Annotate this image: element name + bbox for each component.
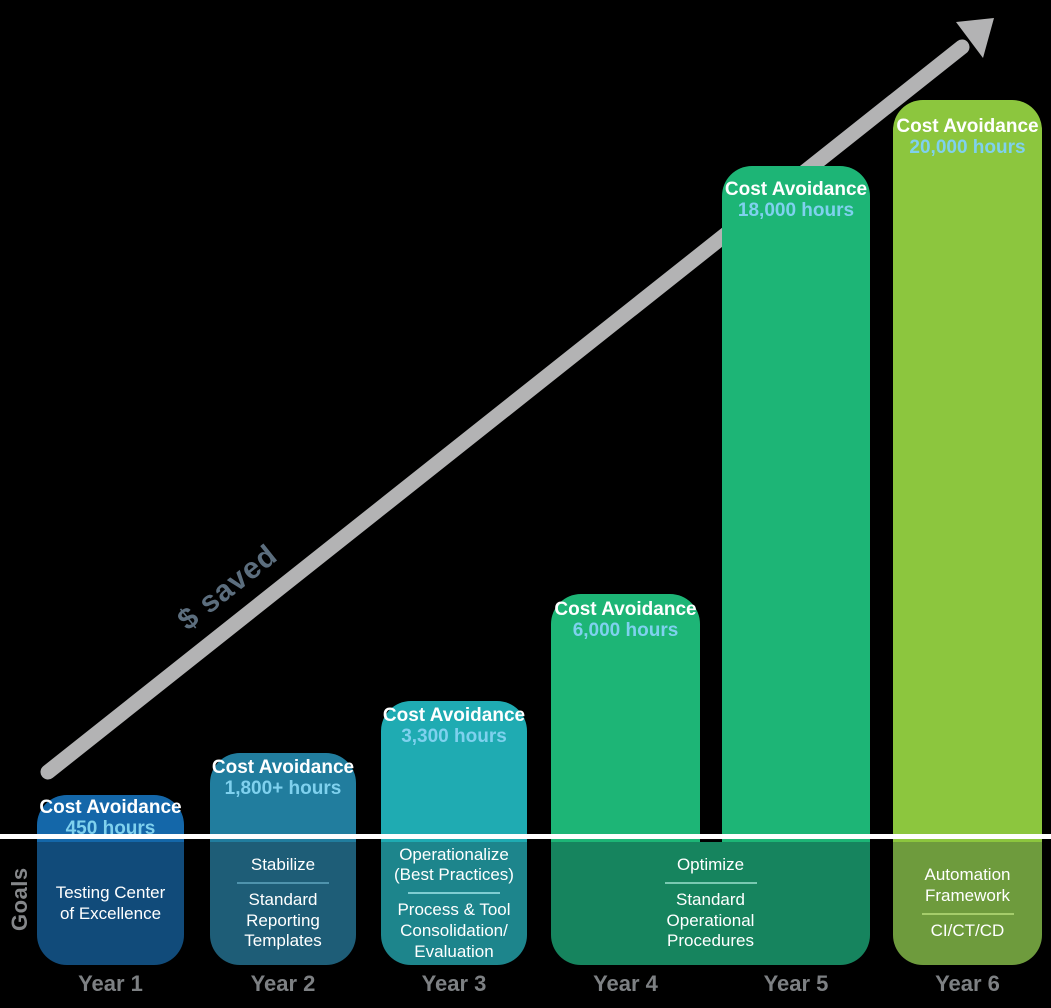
goal-text-line: Operationalize: [399, 844, 509, 864]
cost-avoidance-title: Cost Avoidance: [39, 797, 182, 818]
cost-avoidance-title: Cost Avoidance: [382, 705, 526, 726]
goal-divider: [408, 892, 500, 895]
bar-year-6-cost-avoidance: Cost Avoidance 20,000 hours: [893, 100, 1042, 842]
goal-text-line: (Best Practices): [394, 865, 514, 885]
cost-avoidance-title: Cost Avoidance: [896, 116, 1039, 137]
year-axis-label: Year 5: [763, 971, 829, 996]
cost-avoidance-hours: 1,800+ hours: [224, 778, 342, 800]
goal-text-line: Process & Tool: [397, 900, 511, 920]
cost-avoidance-hours: 18,000 hours: [737, 200, 855, 222]
goals-axis-label: Goals: [7, 867, 32, 931]
goal-divider: [237, 881, 329, 884]
goal-text-line: Standard: [676, 889, 745, 909]
cost-avoidance-hours: 20,000 hours: [909, 137, 1026, 159]
year-axis-label: Year 4: [593, 971, 658, 996]
bar-year-5-cost-avoidance: Cost Avoidance 18,000 hours: [722, 166, 870, 842]
goal-divider: [664, 881, 757, 884]
cost-avoidance-hours: 6,000 hours: [572, 620, 679, 642]
year-axis-label: Year 6: [935, 971, 1000, 996]
bar-year-1-goals: Testing Center of Excellence: [37, 842, 184, 965]
bar-year-3-goals: Operationalize (Best Practices) Process & …: [381, 842, 527, 965]
goal-text-line: Testing Center: [55, 882, 166, 902]
trend-arrow-head-icon: [956, 18, 994, 58]
year-axis-label: Year 2: [250, 971, 316, 996]
goal-text-line: Reporting: [246, 910, 320, 930]
bar-year-2-cost-avoidance: Cost Avoidance 1,800+ hours: [210, 753, 356, 842]
goal-text-line: CI/CT/CD: [930, 920, 1005, 940]
goal-text-line: Evaluation: [414, 941, 494, 961]
bar-year-3-cost-avoidance: Cost Avoidance 3,300 hours: [381, 701, 527, 842]
goal-text-line: Optimize: [676, 855, 745, 875]
cost-avoidance-hours: 3,300 hours: [401, 726, 507, 748]
goal-text-line: Templates: [244, 931, 322, 951]
bar-year-6-goals: Automation Framework CI/CT/CD: [893, 842, 1042, 965]
cost-avoidance-title: Cost Avoidance: [554, 599, 697, 620]
year-axis-label: Year 3: [421, 971, 487, 996]
goal-text-line: Consolidation/: [400, 920, 508, 940]
baseline-rule: [0, 834, 1051, 839]
goal-text-line: Operational: [666, 910, 755, 930]
bar-year-4-5-goals: Optimize Standard Operational Procedures: [551, 842, 870, 965]
goal-text-line: Stabilize: [250, 855, 316, 875]
goal-divider: [921, 912, 1014, 915]
cost-avoidance-title: Cost Avoidance: [211, 757, 355, 778]
bar-year-2-goals: Stabilize Standard Reporting Templates: [210, 842, 356, 965]
dollars-saved-label: $ saved: [171, 538, 284, 637]
cost-avoidance-title: Cost Avoidance: [724, 179, 868, 200]
goal-text-line: Framework: [924, 886, 1010, 906]
goal-text-line: Procedures: [667, 931, 754, 951]
goal-text-line: Standard: [248, 889, 318, 909]
year-axis-label: Year 1: [78, 971, 143, 996]
goal-text-line: Automation: [924, 865, 1011, 885]
goal-text-line: of Excellence: [59, 903, 162, 923]
bar-year-4-cost-avoidance: Cost Avoidance 6,000 hours: [551, 594, 700, 842]
